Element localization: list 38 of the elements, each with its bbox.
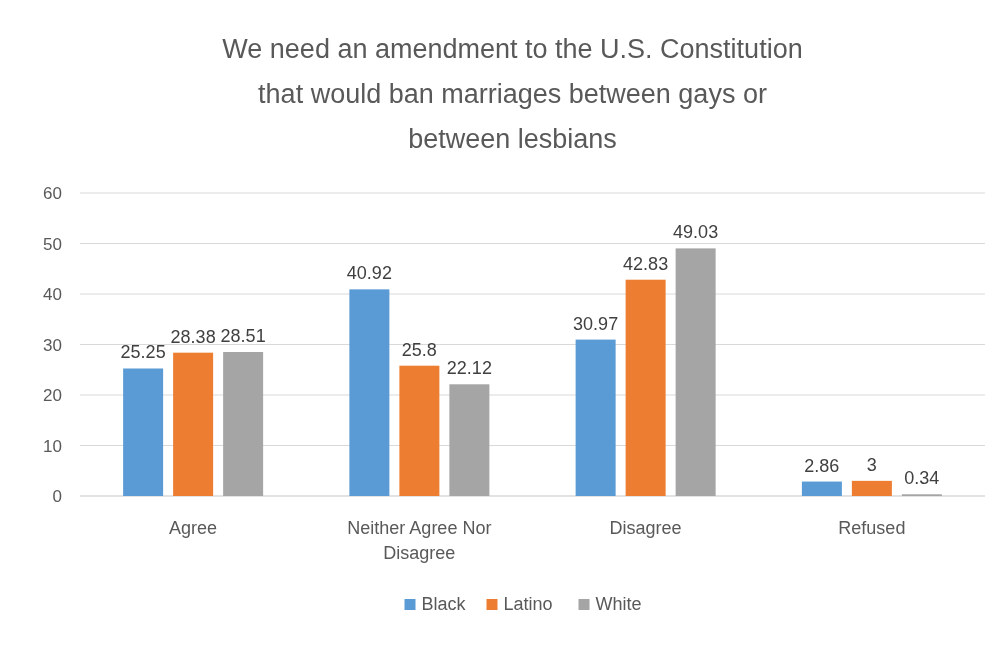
bar: [349, 289, 390, 496]
x-tick-label: Agree: [169, 518, 218, 538]
bar: [575, 339, 616, 496]
data-label: 49.03: [673, 222, 719, 243]
legend-label: White: [595, 594, 642, 614]
legend-label: Black: [421, 594, 467, 614]
data-label: 30.97: [573, 313, 619, 334]
bar: [223, 352, 264, 496]
bar: [173, 352, 214, 496]
data-label: 0.34: [904, 468, 940, 489]
y-tick-label: 60: [43, 184, 62, 203]
y-tick-label: 0: [52, 487, 62, 506]
data-label: 40.92: [346, 263, 392, 284]
bar: [399, 365, 440, 496]
data-label: 28.51: [220, 326, 266, 347]
data-label: 2.86: [804, 455, 840, 476]
bar: [801, 481, 842, 496]
y-tick-label: 50: [43, 234, 62, 254]
legend-label: Latino: [503, 594, 553, 614]
y-tick-label: 10: [43, 436, 62, 456]
bar: [625, 279, 666, 496]
data-label: 25.8: [401, 339, 437, 360]
bar: [851, 480, 892, 496]
y-tick-label: 40: [43, 285, 62, 304]
chart-title: We need an amendment to the U.S. Constitution that would ban marriages between gays or between lesbians: [222, 34, 803, 154]
y-tick-label: 30: [43, 335, 62, 355]
data-label: 25.25: [120, 342, 166, 363]
data-label: 3: [866, 454, 877, 475]
data-label: 22.12: [446, 358, 492, 379]
x-tick-label: Neither Agree Nor Disagree: [347, 518, 492, 563]
bar: [449, 384, 490, 496]
bar: [675, 248, 716, 496]
bar: [123, 368, 164, 496]
y-tick-label: 20: [43, 386, 62, 405]
data-label: 42.83: [623, 253, 669, 274]
x-tick-label: Refused: [838, 518, 906, 538]
x-tick-label: Disagree: [609, 518, 682, 538]
data-label: 28.38: [170, 326, 216, 347]
